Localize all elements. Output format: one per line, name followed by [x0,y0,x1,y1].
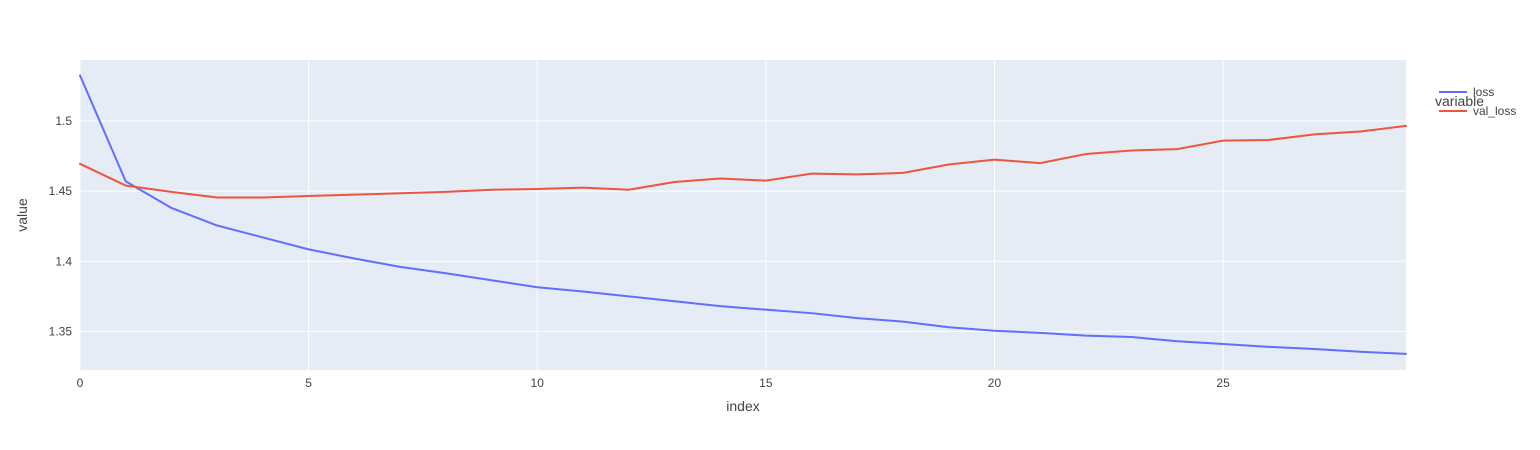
legend-label-val-loss: val_loss [1473,104,1516,118]
y-tick-labels: 1.35 1.4 1.45 1.5 [49,114,73,338]
series-lines [79,74,1407,355]
plot-background [80,60,1406,370]
y-gridlines [80,120,1406,332]
x-axis-title: index [726,398,759,414]
x-tick-label: 25 [1216,376,1230,390]
series-line-loss [79,74,1407,355]
legend-title: variable [1435,93,1484,109]
y-tick-label: 1.45 [49,184,73,198]
y-tick-label: 1.35 [49,324,73,338]
x-tick-label: 5 [305,376,312,390]
y-axis-title: value [14,198,30,232]
x-tick-label: 0 [77,376,84,390]
y-tick-label: 1.4 [55,254,72,268]
x-tick-labels: 0 5 10 15 20 25 [77,376,1230,390]
x-tick-label: 15 [759,376,773,390]
x-gridlines [79,60,1224,370]
x-tick-label: 20 [988,376,1002,390]
series-line-val-loss [79,124,1407,199]
x-tick-label: 10 [531,376,545,390]
y-tick-label: 1.5 [55,114,72,128]
legend: variable loss val_loss [1435,85,1516,118]
legend-label-loss: loss [1473,85,1494,99]
